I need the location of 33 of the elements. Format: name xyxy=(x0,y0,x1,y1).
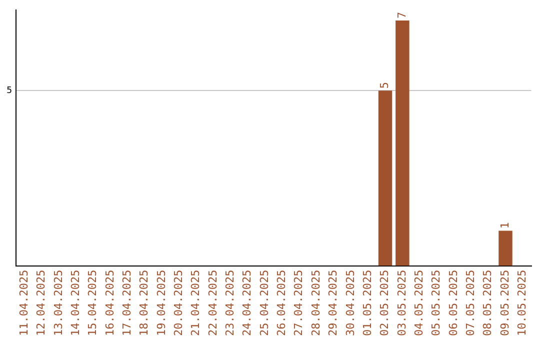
x-tick-label: 23.04.2025 xyxy=(224,270,237,336)
x-tick-label: 19.04.2025 xyxy=(154,270,168,336)
x-tick-label: 22.04.2025 xyxy=(206,270,220,336)
x-tick-label: 11.04.2025 xyxy=(17,270,30,336)
x-tick-label: 17.04.2025 xyxy=(120,270,134,336)
x-tick-label: 01.05.2025 xyxy=(360,270,374,336)
x-tick-label: 07.05.2025 xyxy=(464,270,477,336)
x-tick-label: 08.05.2025 xyxy=(481,270,494,336)
x-tick-label: 10.05.2025 xyxy=(516,270,529,336)
x-tick-label: 24.04.2025 xyxy=(240,270,254,336)
data-label: 5 xyxy=(378,82,392,89)
x-tick-label: 26.04.2025 xyxy=(275,270,288,336)
x-tick-label: 30.04.2025 xyxy=(344,270,357,336)
x-tick-label: 13.04.2025 xyxy=(52,270,65,336)
x-tick-label: 09.05.2025 xyxy=(498,270,512,336)
data-label: 1 xyxy=(498,222,512,229)
x-tick-label: 27.04.2025 xyxy=(292,270,306,336)
x-tick-label: 18.04.2025 xyxy=(138,270,151,336)
x-tick-label: 16.04.2025 xyxy=(103,270,116,336)
x-tick-label: 14.04.2025 xyxy=(68,270,82,336)
x-tick-label: 15.04.2025 xyxy=(86,270,100,336)
x-tick-label: 21.04.2025 xyxy=(189,270,202,336)
data-label: 7 xyxy=(395,12,408,19)
x-tick-label: 03.05.2025 xyxy=(395,270,408,336)
x-tick-label: 28.04.2025 xyxy=(309,270,322,336)
x-tick-label: 04.05.2025 xyxy=(412,270,426,336)
x-tick-label: 29.04.2025 xyxy=(326,270,340,336)
x-tick-label: 05.05.2025 xyxy=(430,270,443,336)
x-tick-label: 06.05.2025 xyxy=(446,270,460,336)
x-tick-label: 12.04.2025 xyxy=(34,270,48,336)
x-tick-label: 25.04.2025 xyxy=(258,270,271,336)
x-tick-label: 02.05.2025 xyxy=(378,270,392,336)
x-tick-label: 20.04.2025 xyxy=(172,270,186,336)
